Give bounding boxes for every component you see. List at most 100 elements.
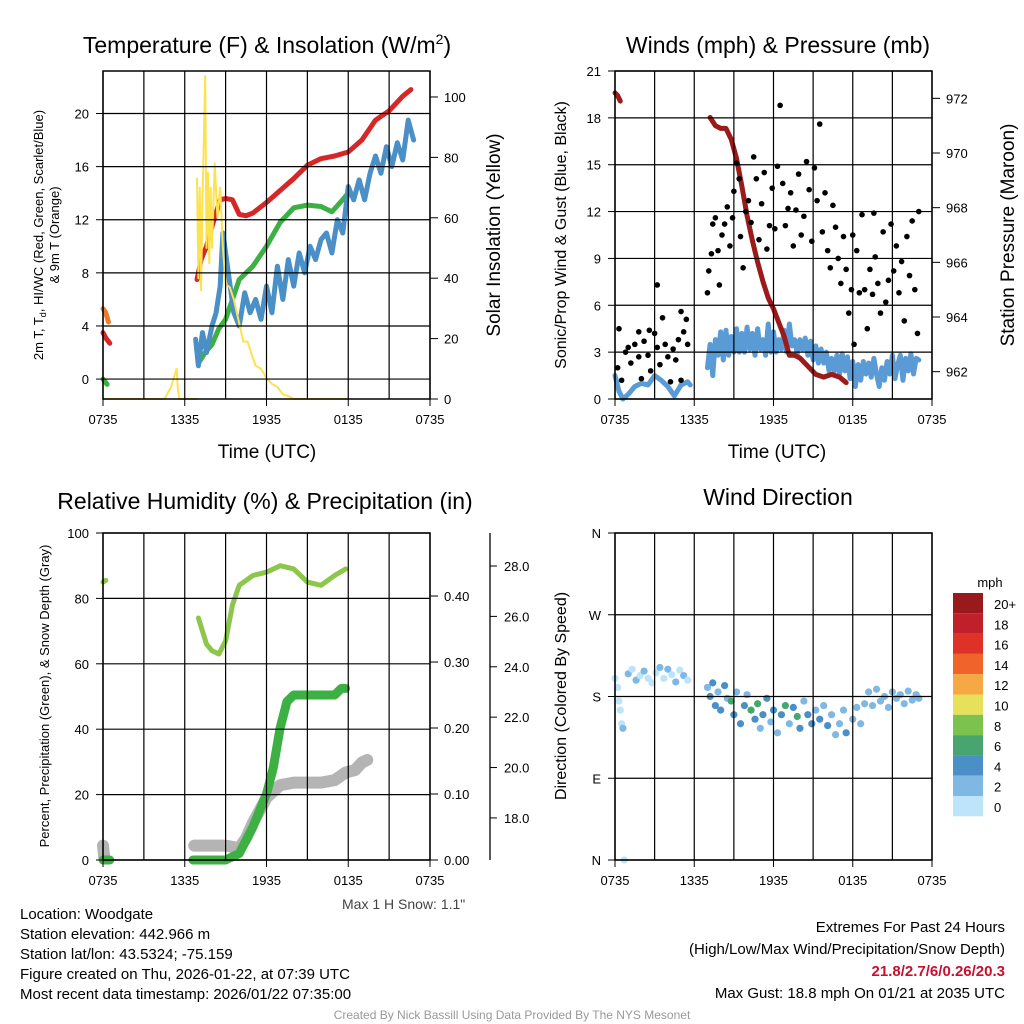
gust-point: [772, 225, 778, 232]
gust-point: [914, 330, 921, 337]
panel4-x-tick-label: 1335: [680, 873, 709, 888]
legend-swatch: [953, 714, 983, 736]
wind-y2-label: Station Pressure (Maroon): [998, 124, 1019, 347]
gust-point: [709, 221, 716, 227]
max-1h-snow: Max 1 H Snow: 1.1": [342, 896, 466, 912]
gust-point: [647, 368, 654, 374]
td-line: [195, 190, 351, 366]
wind-direction-point: [619, 724, 627, 732]
gust-point: [809, 238, 815, 245]
wind-direction-point: [740, 701, 749, 710]
wind-direction-point: [857, 720, 865, 728]
wind-direction-point: [767, 718, 775, 726]
wind-direction-point: [727, 697, 735, 705]
panel1-y-tick-label: 12: [75, 213, 89, 228]
wind-direction-point: [676, 666, 684, 674]
gust-point: [859, 211, 865, 218]
panel2-x-tick-label: 1335: [680, 412, 709, 427]
gust-point: [912, 286, 918, 293]
gust-point: [736, 175, 742, 182]
gust-point: [632, 341, 638, 348]
gust-point: [787, 190, 794, 196]
legend-label: 14: [994, 658, 1008, 673]
hi-wc-line: [193, 117, 417, 369]
gust-point: [764, 246, 770, 252]
wind-direction-point: [872, 685, 881, 693]
panel1-x-tick-label: 0735: [416, 412, 445, 427]
gust-point: [761, 169, 768, 176]
panel3-y-tick-label: 100: [67, 526, 89, 541]
gust-point: [816, 121, 823, 127]
gust-point: [790, 243, 797, 249]
wind-direction-point: [732, 688, 741, 696]
wind-panel-title: Winds (mph) & Pressure (mb): [626, 32, 930, 58]
panel1-y-tick-label: 20: [75, 106, 89, 121]
wind-direction-point: [709, 679, 717, 687]
panel4-y-tick-label: N: [592, 526, 601, 541]
recent-data-text: Most recent data timestamp: 2026/01/22 0…: [20, 986, 352, 1003]
panel3-x-tick-label: 1335: [170, 873, 199, 888]
gust-point: [843, 266, 849, 273]
gust-point: [832, 224, 839, 230]
legend-label: 6: [994, 739, 1001, 754]
gust-point: [680, 329, 687, 335]
location-text: Location: Woodgate: [20, 906, 154, 923]
panel4-y-tick-label: S: [592, 690, 601, 705]
wind-direction-point: [711, 701, 719, 710]
legend-swatch: [953, 775, 983, 796]
wind-direction-point: [684, 676, 692, 684]
gust-point: [856, 289, 863, 296]
gust-point: [798, 232, 805, 238]
dir-panel-title: Wind Direction: [703, 484, 853, 510]
gust-point: [819, 229, 826, 235]
panel3-y3-tick-label: 28.0: [504, 559, 529, 574]
gust-point: [704, 289, 711, 296]
gust-point: [715, 247, 721, 254]
wind-direction-point: [816, 715, 824, 723]
wind-direction-point: [868, 701, 877, 710]
gust-point: [678, 308, 684, 315]
panel1-y2-tick-label: 100: [444, 90, 466, 105]
gust-point: [654, 344, 661, 351]
gust-point: [672, 357, 679, 363]
relative-humidity-line: [195, 563, 349, 657]
panel2-y2-tick-label: 970: [946, 146, 968, 161]
gust-point: [737, 233, 744, 240]
wind-speed-line: [612, 373, 693, 402]
gust-point: [641, 338, 647, 345]
gust-point: [670, 346, 676, 352]
legend-swatch: [953, 755, 983, 776]
gust-point: [638, 375, 645, 382]
gust-point: [848, 286, 855, 293]
panel2-y-tick-label: 0: [594, 392, 601, 407]
gust-point: [645, 352, 651, 359]
legend-label: 2: [994, 780, 1001, 795]
credit-text: Created By Nick Bassill Using Data Provi…: [333, 1008, 691, 1022]
gust-point: [729, 215, 736, 221]
wind-direction-point: [831, 731, 840, 739]
gust-point: [678, 377, 684, 384]
gust-point: [838, 280, 844, 287]
axes-layer: 0735 1335 1935 0135 073504812162002040608010…: [67, 64, 967, 888]
gust-point: [861, 286, 868, 293]
panel3-y3-tick-label: 20.0: [504, 761, 529, 776]
gust-point: [750, 154, 757, 160]
panel3-y2-tick-label: 0.40: [444, 589, 469, 604]
panel3-x-tick-label: 0735: [89, 873, 118, 888]
legend-label: 18: [994, 617, 1008, 632]
panel2-y2-tick-label: 966: [946, 255, 968, 270]
legend-swatch: [953, 796, 983, 817]
solar-insolation-line: [102, 367, 199, 400]
gust-point: [708, 250, 715, 257]
gust-point: [877, 310, 884, 316]
wind-direction-point: [804, 711, 812, 719]
wind-direction-point: [743, 691, 751, 699]
max-gust-text: Max Gust: 18.8 mph On 01/21 at 2035 UTC: [714, 985, 1005, 1002]
gust-point: [830, 202, 836, 209]
created-text: Figure created on Thu, 2026-01-22, at 07…: [20, 966, 350, 983]
panel4-y-tick-label: E: [592, 771, 601, 786]
gust-point: [721, 221, 728, 227]
legend-title: mph: [977, 575, 1002, 590]
gust-point: [745, 197, 752, 204]
extremes-values: 21.8/2.7/6/0.26/20.3: [871, 963, 1005, 980]
